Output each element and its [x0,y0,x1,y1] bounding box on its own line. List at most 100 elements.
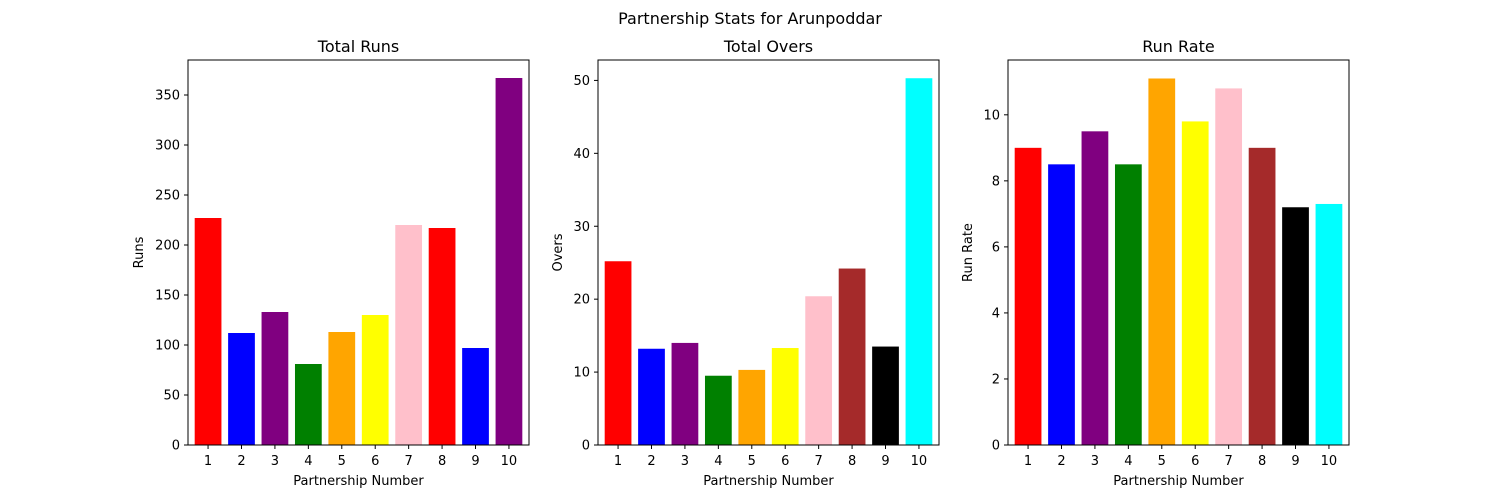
runs-chart-bar-4 [294,364,322,445]
overs-chart-y-ticks: 0 10 20 30 40 50 [573,74,598,454]
overs-chart-bar-10 [905,78,933,445]
run-rate-chart-bar-8 [1248,147,1276,445]
overs-chart-y-tick-label: 20 [573,293,590,308]
runs-chart-y-tick-label: 300 [155,139,180,154]
run-rate-chart-title: Run Rate [1142,37,1214,56]
runs-chart-y-ticks: 0 50 100 150 200 250 300 350 [155,89,188,454]
overs-chart-bar-8 [838,268,866,445]
runs-chart-x-tick-label: 9 [471,454,479,469]
overs-chart-x-label: Partnership Number [703,474,834,489]
run-rate-chart-x-label: Partnership Number [1113,474,1244,489]
runs-chart-bar-1 [194,218,222,445]
overs-chart-bar-5 [738,369,766,445]
run-rate-chart-x-tick-label: 7 [1225,454,1233,469]
runs-chart-x-tick-label: 5 [338,454,346,469]
runs-chart-x-ticks: 1 2 3 4 5 6 7 8 9 10 [204,445,517,469]
runs-chart-x-tick-label: 7 [405,454,413,469]
overs-chart-bar-3 [671,342,699,445]
run-rate-chart-bars [1014,78,1343,446]
runs-chart-bar-7 [395,225,423,445]
overs-chart-x-tick-label: 9 [881,454,889,469]
runs-chart-axes-frame [187,59,530,446]
run-rate-chart-x-tick-label: 10 [1321,454,1338,469]
runs-chart-bar-9 [462,348,489,445]
overs-chart-y-tick-label: 30 [573,220,590,235]
run-rate-chart-bar-7 [1215,88,1243,446]
runs-chart-x-tick-label: 6 [371,454,379,469]
overs-chart-x-tick-label: 2 [647,454,655,469]
overs-chart-x-tick-label: 4 [714,454,722,469]
run-rate-chart-x-tick-label: 5 [1158,454,1166,469]
runs-chart-bar-8 [428,228,456,445]
overs-chart-y-label: Overs [551,233,566,271]
runs-chart-y-tick-label: 150 [155,289,180,304]
overs-chart-y-tick-label: 50 [573,74,590,89]
run-rate-chart-bar-6 [1181,121,1209,446]
overs-chart-bar-2 [638,348,665,445]
overs-chart-bar-7 [805,296,833,445]
overs-chart-axes-frame [597,59,940,446]
runs-chart-y-tick-label: 100 [155,339,180,354]
run-rate-chart-x-ticks: 1 2 3 4 5 6 7 8 9 10 [1024,445,1337,469]
overs-chart-bars [604,78,933,445]
overs-chart-x-ticks: 1 2 3 4 5 6 7 8 9 10 [614,445,927,469]
runs-chart-x-tick-label: 4 [304,454,312,469]
overs-chart-x-tick-label: 1 [614,454,622,469]
runs-chart-bar-2 [228,333,255,445]
run-rate-chart-y-label: Run Rate [961,223,976,282]
runs-chart-x-tick-label: 8 [438,454,446,469]
run-rate-chart-y-tick-label: 6 [992,240,1000,255]
run-rate-chart-bar-9 [1282,207,1309,445]
runs-chart-bar-6 [361,315,389,445]
runs-chart-title: Total Runs [317,37,399,56]
overs-chart: Total Overs 0 10 20 30 40 50 1 2 3 4 5 6 7 8 9 10 Part… [551,37,940,489]
run-rate-chart-bar-5 [1148,78,1176,446]
run-rate-chart-x-tick-label: 4 [1124,454,1132,469]
runs-chart-x-tick-label: 2 [237,454,245,469]
run-rate-chart-x-tick-label: 3 [1091,454,1099,469]
runs-chart-y-tick-label: 250 [155,189,180,204]
run-rate-chart-y-tick-label: 4 [992,306,1000,321]
overs-chart-x-tick-label: 7 [815,454,823,469]
runs-chart-bar-3 [261,312,289,445]
run-rate-chart-x-tick-label: 6 [1191,454,1199,469]
overs-chart-y-tick-label: 40 [573,147,590,162]
run-rate-chart-axes-frame [1007,59,1350,446]
runs-chart-y-label: Runs [132,236,147,268]
run-rate-chart-y-tick-label: 8 [992,174,1000,189]
overs-chart-x-tick-label: 3 [681,454,689,469]
overs-chart-x-tick-label: 10 [911,454,928,469]
run-rate-chart-y-tick-label: 10 [983,108,1000,123]
overs-chart-x-tick-label: 6 [781,454,789,469]
overs-chart-x-tick-label: 8 [848,454,856,469]
overs-chart-y-tick-label: 0 [582,439,590,454]
run-rate-chart-bar-4 [1114,164,1142,445]
runs-chart-x-label: Partnership Number [293,474,424,489]
overs-chart-bar-1 [604,261,632,445]
runs-chart-x-tick-label: 1 [204,454,212,469]
runs-chart-x-tick-label: 10 [501,454,518,469]
runs-chart-bar-5 [328,332,356,445]
runs-chart-x-tick-label: 3 [271,454,279,469]
run-rate-chart-bar-1 [1014,147,1042,445]
figure-suptitle: Partnership Stats for Arunpoddar [618,9,882,28]
runs-chart-y-tick-label: 0 [172,439,180,454]
overs-chart-bar-6 [771,348,799,445]
run-rate-chart-x-tick-label: 9 [1291,454,1299,469]
run-rate-chart-y-tick-label: 2 [992,372,1000,387]
overs-chart-bar-4 [704,375,732,445]
runs-chart-y-tick-label: 350 [155,89,180,104]
overs-chart-title: Total Overs [723,37,813,56]
overs-chart-x-tick-label: 5 [748,454,756,469]
runs-chart-y-tick-label: 200 [155,239,180,254]
runs-chart-bar-10 [495,78,523,445]
overs-chart-y-tick-label: 10 [573,366,590,381]
runs-chart-y-tick-label: 50 [163,389,180,404]
run-rate-chart-x-tick-label: 2 [1057,454,1065,469]
run-rate-chart-bar-2 [1048,164,1075,445]
run-rate-chart-x-tick-label: 1 [1024,454,1032,469]
run-rate-chart-bar-3 [1081,131,1109,445]
runs-chart-bars [194,78,523,445]
